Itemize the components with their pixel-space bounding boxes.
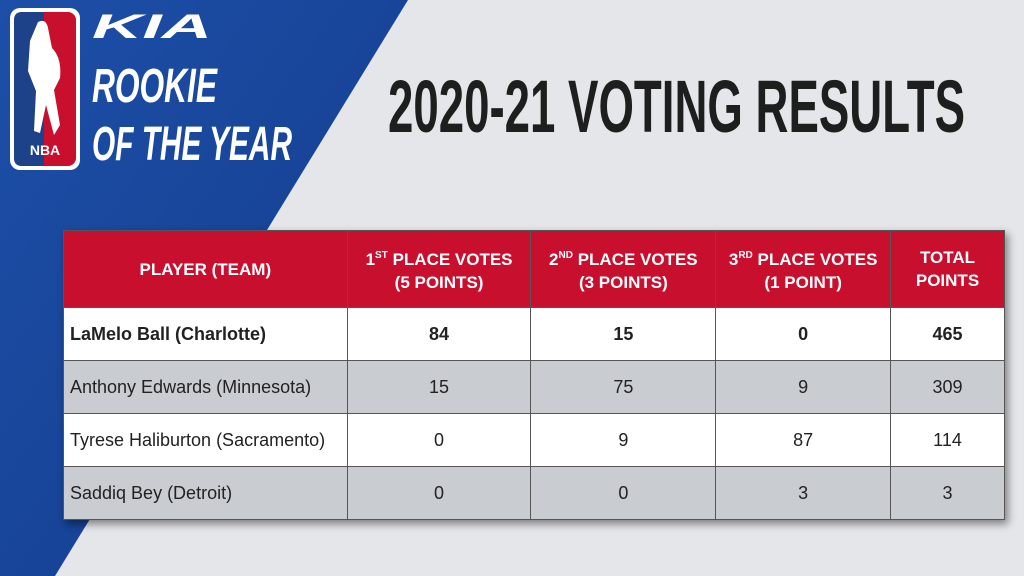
value-cell: 84 [346,307,532,361]
header-ordinal: 3 [728,250,739,269]
column-header: 1ST PLACE VOTES (5 POINTS) [346,230,532,308]
award-line2: OF THE YEAR [92,118,292,171]
header-suffix: ST [375,250,388,261]
column-header: TOTAL POINTS [890,230,1005,308]
table-row: LaMelo Ball (Charlotte) 84 15 0 465 [63,307,1005,361]
table-row: Tyrese Haliburton (Sacramento) 0 9 87 114 [63,413,1005,467]
column-header: PLAYER (TEAM) [63,230,348,308]
header-line: 1ST PLACE VOTES [348,244,531,271]
header-text: PLACE VOTES [392,250,513,269]
header-line: (3 POINTS) [578,273,668,292]
value-cell: 0 [715,307,892,361]
table-row: Saddiq Bey (Detroit) 0 0 3 3 [63,466,1005,520]
value-cell: 3 [715,466,892,520]
results-table: PLAYER (TEAM) 1ST PLACE VOTES (5 POINTS) 2N… [63,230,1005,520]
header-text: TOTAL [919,248,976,267]
header-text: PLACE VOTES [577,250,698,269]
league-logo: NBA [30,142,60,158]
value-cell: 0 [530,466,717,520]
header-text: PLACE VOTES [757,250,878,269]
header-line: (5 POINTS) [394,273,484,292]
logo-silhouette [28,20,61,135]
table-row: Anthony Edwards (Minnesota) 15 75 9 309 [63,360,1005,414]
header-ordinal: 1 [365,250,376,269]
value-cell: 0 [346,413,532,467]
header-line: 3RD PLACE VOTES [716,244,890,271]
value-cell: 15 [346,360,532,414]
table-body: LaMelo Ball (Charlotte) 84 15 0 465 Anthony E… [63,307,1005,520]
value-cell: 87 [715,413,892,467]
value-cell: 15 [530,307,717,361]
player-cell: Anthony Edwards (Minnesota) [63,360,348,414]
header-ordinal: 2 [549,250,559,269]
header-row: PLAYER (TEAM) 1ST PLACE VOTES (5 POINTS) 2N… [63,230,1005,308]
title: 2020-21 VOTING RESULTS [388,65,965,148]
column-header: 2ND PLACE VOTES (3 POINTS) [530,230,717,308]
player-cell: Tyrese Haliburton (Sacramento) [63,413,348,467]
value-cell: 114 [890,413,1005,467]
value-cell: 9 [715,360,892,414]
value-cell: 75 [530,360,717,414]
header-line: PLAYER (TEAM) [64,258,347,281]
value-cell: 465 [890,307,1005,361]
header-line: POINTS [915,271,980,290]
player-cell: LaMelo Ball (Charlotte) [63,307,348,361]
award-line1: ROOKIE [92,60,218,113]
sponsor-logo: KIA [92,8,212,46]
header-suffix: RD [738,250,753,261]
value-cell: 0 [346,466,532,520]
header-line: (1 POINT) [764,273,842,292]
header-line: TOTAL [891,246,1004,269]
player-cell: Saddiq Bey (Detroit) [63,466,348,520]
header-suffix: ND [558,250,573,261]
header-text: PLAYER (TEAM) [139,259,272,279]
value-cell: 3 [890,466,1005,520]
value-cell: 309 [890,360,1005,414]
header-line: 2ND PLACE VOTES [531,244,715,271]
column-header: 3RD PLACE VOTES (1 POINT) [715,230,892,308]
value-cell: 9 [530,413,717,467]
